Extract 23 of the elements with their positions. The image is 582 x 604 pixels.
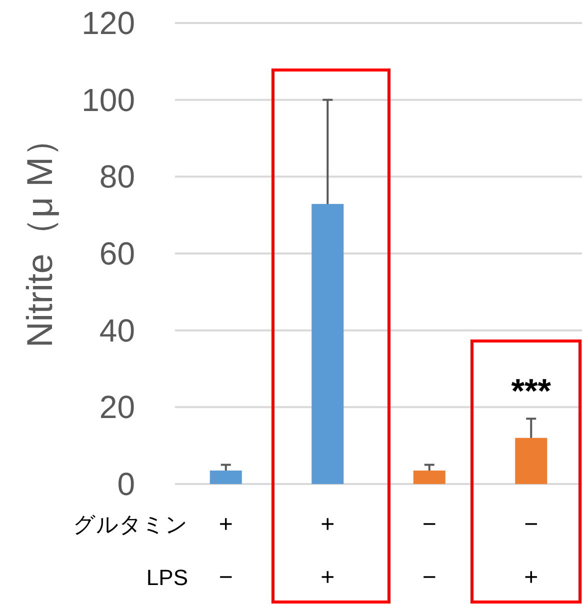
y-tick-label: 40 [99,312,135,348]
y-axis-title: Nitrite（μ M） [19,120,60,348]
y-tick-label: 100 [82,82,135,118]
bar [515,438,548,484]
text: + [218,511,233,538]
text: − [422,511,436,538]
y-tick-label: 20 [99,389,135,426]
y-tick-label: 80 [99,158,135,195]
text: + [320,511,335,538]
y-tick-label: 60 [99,236,135,272]
text: + [524,564,538,591]
y-tick-label: 120 [82,5,135,41]
text: − [218,564,233,591]
bar [312,204,344,484]
text: − [422,564,436,591]
text: − [524,511,538,538]
y-tick-label: 0 [117,466,135,502]
text: グルタミン [73,512,188,537]
bar [413,470,446,484]
text: + [320,564,335,591]
annotation: *** [511,372,552,411]
text: LPS [146,565,188,590]
bar [210,470,242,484]
